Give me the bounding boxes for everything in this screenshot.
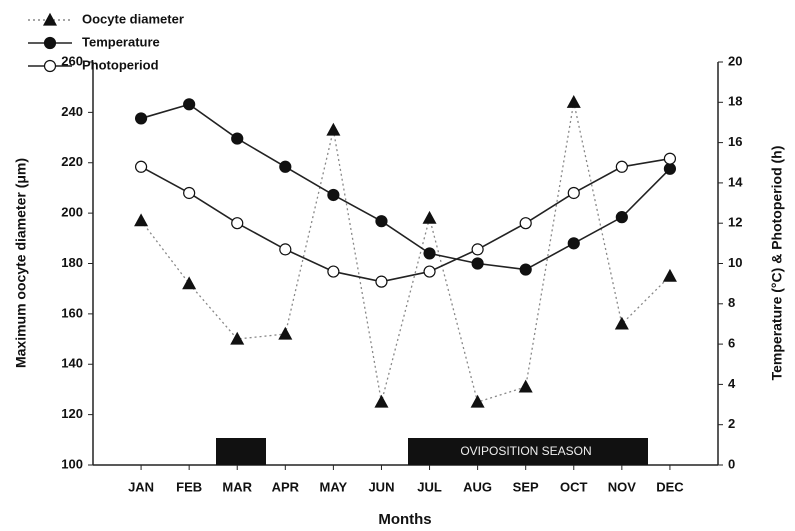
y2-tick-label: 16 [728,134,742,149]
x-tick-label: APR [272,479,300,494]
y2-tick-label: 14 [728,174,743,189]
series-line [141,102,670,402]
x-tick-label: JAN [128,479,154,494]
data-point [280,161,291,172]
x-tick-label: DEC [656,479,684,494]
data-point [472,244,483,255]
chart: OVIPOSITION SEASON Months Maximum oocyte… [0,0,795,531]
data-point [664,163,675,174]
data-point [568,187,579,198]
y-tick-label: 180 [61,255,83,270]
data-point [376,216,387,227]
legend-marker [45,61,56,72]
data-point [616,318,628,329]
y2-tick-label: 4 [728,376,736,391]
data-point [135,215,147,226]
data-point [664,270,676,281]
x-tick-label: JUL [417,479,442,494]
y2-tick-label: 0 [728,456,735,471]
x-tick-label: FEB [176,479,202,494]
y2-tick-label: 12 [728,215,742,230]
y-tick-label: 100 [61,456,83,471]
data-point [327,124,339,135]
data-point [520,381,532,392]
y2-axis-title: Temperature (°C) & Photoperiod (h) [769,146,785,381]
y-tick-label: 120 [61,406,83,421]
x-tick-label: AUG [463,479,492,494]
y-tick-label: 240 [61,104,83,119]
data-point [616,161,627,172]
y-tick-label: 220 [61,154,83,169]
x-tick-label: OCT [560,479,588,494]
data-point [520,218,531,229]
x-axis-title: Months [378,511,431,528]
series-line [141,104,670,269]
data-point [472,258,483,269]
y2-tick-label: 2 [728,416,735,431]
data-point [424,248,435,259]
data-point [184,99,195,110]
data-point [279,328,291,339]
data-point [184,187,195,198]
y2-tick-label: 6 [728,336,735,351]
data-point [328,266,339,277]
y2-tick-label: 18 [728,94,742,109]
data-point [232,218,243,229]
y-axis-title: Maximum oocyte diameter (μm) [13,158,29,368]
legend-marker [45,38,56,49]
y2-tick-label: 10 [728,255,742,270]
x-tick-label: MAR [222,479,252,494]
legend-label: Temperature [82,34,160,49]
x-tick-label: JUN [368,479,394,494]
y2-tick-label: 20 [728,53,742,68]
data-point [136,113,147,124]
data-point [424,266,435,277]
x-tick-label: NOV [608,479,637,494]
y2-tick-label: 8 [728,295,735,310]
legend-label: Oocyte diameter [82,11,184,26]
data-point [616,212,627,223]
data-point [232,133,243,144]
data-point [136,161,147,172]
data-point [328,189,339,200]
data-point [376,276,387,287]
series-line [141,159,670,282]
y-tick-label: 200 [61,205,83,220]
data-point [183,278,195,289]
annotation: OVIPOSITION SEASON [460,444,591,458]
y-tick-label: 160 [61,305,83,320]
x-tick-label: SEP [513,479,539,494]
data-point [375,396,387,407]
data-point [568,238,579,249]
legend-label: Photoperiod [82,57,159,72]
data-point [472,396,484,407]
x-tick-label: MAY [320,479,348,494]
data-point [568,96,580,107]
data-point [424,212,436,223]
season-box [216,438,266,465]
data-point [664,153,675,164]
data-point [520,264,531,275]
data-point [280,244,291,255]
y-tick-label: 140 [61,356,83,371]
